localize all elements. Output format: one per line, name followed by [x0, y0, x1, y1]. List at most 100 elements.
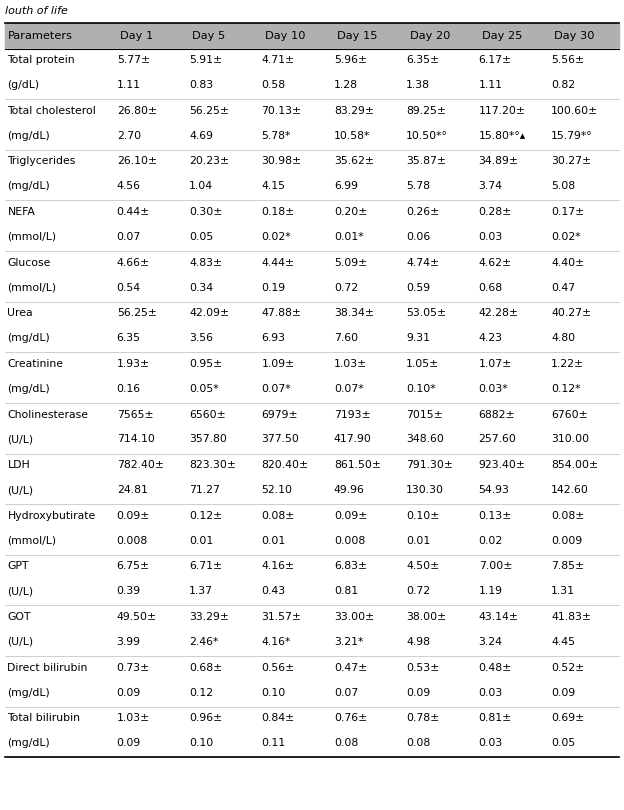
Text: Urea: Urea: [7, 309, 33, 318]
Text: 4.16±: 4.16±: [261, 561, 295, 572]
Text: 6979±: 6979±: [261, 410, 298, 420]
Text: 1.03±: 1.03±: [334, 359, 367, 369]
Text: 33.00±: 33.00±: [334, 612, 374, 622]
Text: 3.21*: 3.21*: [334, 637, 363, 647]
Text: 0.48±: 0.48±: [479, 663, 512, 673]
Text: 0.11: 0.11: [261, 738, 286, 748]
Text: Creatinine: Creatinine: [7, 359, 64, 369]
Text: (mmol/L): (mmol/L): [7, 535, 57, 546]
Text: 348.60: 348.60: [406, 434, 444, 445]
Text: 0.12: 0.12: [189, 688, 213, 697]
Text: (mg/dL): (mg/dL): [7, 333, 51, 343]
Text: 2.46*: 2.46*: [189, 637, 218, 647]
Text: 0.68: 0.68: [479, 283, 503, 292]
Text: 0.96±: 0.96±: [189, 714, 222, 723]
Text: 0.07: 0.07: [334, 688, 358, 697]
Text: 0.07: 0.07: [117, 232, 141, 242]
Text: (mmol/L): (mmol/L): [7, 283, 57, 292]
Text: 15.80*°▴: 15.80*°▴: [479, 130, 526, 141]
Text: (mg/dL): (mg/dL): [7, 181, 51, 191]
Text: (mg/dL): (mg/dL): [7, 130, 51, 141]
Text: 0.52±: 0.52±: [551, 663, 584, 673]
Text: 7565±: 7565±: [117, 410, 154, 420]
Text: 0.73±: 0.73±: [117, 663, 150, 673]
Text: 4.44±: 4.44±: [261, 258, 295, 268]
Text: GPT: GPT: [7, 561, 29, 572]
Text: 1.07±: 1.07±: [479, 359, 512, 369]
Text: Cholinesterase: Cholinesterase: [7, 410, 89, 420]
Text: 1.19: 1.19: [479, 586, 502, 596]
Text: 0.68±: 0.68±: [189, 663, 222, 673]
Text: 1.11: 1.11: [117, 80, 140, 90]
Text: Direct bilirubin: Direct bilirubin: [7, 663, 88, 673]
Text: 4.45: 4.45: [551, 637, 575, 647]
Text: 1.11: 1.11: [479, 80, 502, 90]
Text: 0.03*: 0.03*: [479, 384, 508, 394]
Text: 5.91±: 5.91±: [189, 55, 222, 66]
Text: 0.09: 0.09: [551, 688, 575, 697]
Text: 4.66±: 4.66±: [117, 258, 150, 268]
Text: 4.15: 4.15: [261, 181, 285, 191]
Text: 0.03: 0.03: [479, 738, 503, 748]
Text: 0.26±: 0.26±: [406, 207, 439, 217]
Text: 0.07*: 0.07*: [261, 384, 291, 394]
Text: 1.05±: 1.05±: [406, 359, 439, 369]
Text: 1.38: 1.38: [406, 80, 430, 90]
Text: 4.23: 4.23: [479, 333, 502, 343]
Text: 0.05*: 0.05*: [189, 384, 218, 394]
Text: (mg/dL): (mg/dL): [7, 384, 51, 394]
Text: Day 5: Day 5: [192, 31, 226, 40]
Text: 0.28±: 0.28±: [479, 207, 512, 217]
Text: 6.17±: 6.17±: [479, 55, 512, 66]
Text: 0.03: 0.03: [479, 232, 503, 242]
Text: 0.01: 0.01: [406, 535, 431, 546]
Text: 10.50*°: 10.50*°: [406, 130, 448, 141]
Text: 0.10*: 0.10*: [406, 384, 436, 394]
Text: 49.50±: 49.50±: [117, 612, 157, 622]
Text: 0.16: 0.16: [117, 384, 141, 394]
Text: 377.50: 377.50: [261, 434, 300, 445]
Text: 56.25±: 56.25±: [189, 106, 229, 116]
Text: 0.47±: 0.47±: [334, 663, 367, 673]
Text: Total bilirubin: Total bilirubin: [7, 714, 80, 723]
Text: 6.75±: 6.75±: [117, 561, 150, 572]
Text: 26.80±: 26.80±: [117, 106, 157, 116]
Text: 0.01: 0.01: [261, 535, 286, 546]
Text: louth of life: louth of life: [5, 6, 68, 15]
Text: Day 15: Day 15: [337, 31, 378, 40]
Text: (U/L): (U/L): [7, 434, 34, 445]
Text: 33.29±: 33.29±: [189, 612, 229, 622]
Text: 4.83±: 4.83±: [189, 258, 222, 268]
Text: 0.59: 0.59: [406, 283, 431, 292]
Text: 5.78*: 5.78*: [261, 130, 291, 141]
Text: 0.53±: 0.53±: [406, 663, 439, 673]
Text: 0.72: 0.72: [406, 586, 431, 596]
Text: 0.08±: 0.08±: [261, 511, 295, 521]
Text: (g/dL): (g/dL): [7, 80, 39, 90]
Text: 5.56±: 5.56±: [551, 55, 584, 66]
Text: 15.79*°: 15.79*°: [551, 130, 593, 141]
Text: 0.09: 0.09: [117, 738, 141, 748]
Text: 0.10: 0.10: [189, 738, 213, 748]
Text: 0.08: 0.08: [406, 738, 431, 748]
Text: 83.29±: 83.29±: [334, 106, 374, 116]
Text: 30.98±: 30.98±: [261, 156, 301, 167]
Text: (U/L): (U/L): [7, 586, 34, 596]
Text: 5.78: 5.78: [406, 181, 430, 191]
Text: 0.81: 0.81: [334, 586, 358, 596]
Text: 0.34: 0.34: [189, 283, 213, 292]
Text: 34.89±: 34.89±: [479, 156, 519, 167]
Text: 117.20±: 117.20±: [479, 106, 525, 116]
Text: 0.05: 0.05: [189, 232, 213, 242]
Text: 0.18±: 0.18±: [261, 207, 295, 217]
Text: 26.10±: 26.10±: [117, 156, 157, 167]
Text: 54.93: 54.93: [479, 485, 509, 495]
Text: 782.40±: 782.40±: [117, 460, 163, 471]
Text: 0.47: 0.47: [551, 283, 575, 292]
Text: 52.10: 52.10: [261, 485, 293, 495]
Text: 6.35: 6.35: [117, 333, 140, 343]
Text: 42.28±: 42.28±: [479, 309, 519, 318]
Text: 100.60±: 100.60±: [551, 106, 598, 116]
Text: 791.30±: 791.30±: [406, 460, 453, 471]
Text: 0.72: 0.72: [334, 283, 358, 292]
